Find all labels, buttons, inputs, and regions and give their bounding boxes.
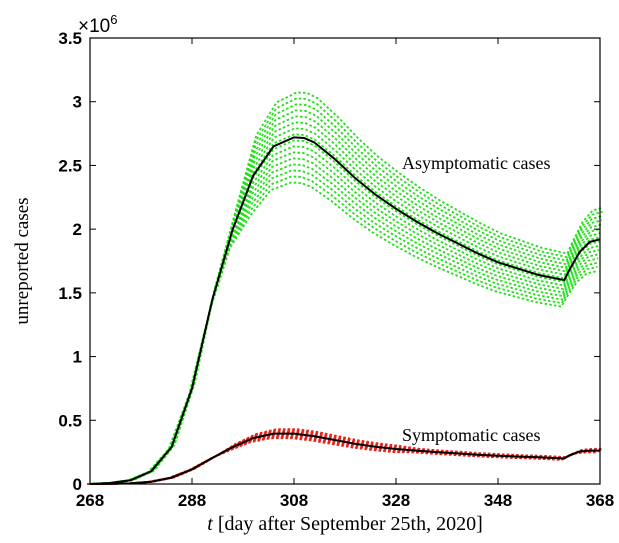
y-tick-label-1: 1 — [73, 348, 82, 367]
asymptomatic-run-5 — [88, 157, 599, 485]
x-tick-label-308: 308 — [280, 491, 308, 510]
symptomatic-run-14 — [92, 428, 603, 485]
asymptomatic-run-8 — [89, 139, 601, 485]
y-tick-label-0: 0 — [73, 475, 82, 494]
axis-ticks: 268 288 308 328 348 368 0 0.5 1 1.5 2 2.5 3 3.5 — [58, 29, 614, 510]
y-tick-label-0.5: 0.5 — [58, 411, 82, 430]
y-tick-label-1.5: 1.5 — [58, 284, 82, 303]
asymptomatic-mean-line — [89, 136, 601, 485]
x-tick-label-268: 268 — [76, 491, 104, 510]
plot-frame — [89, 37, 601, 485]
y-tick-label-3: 3 — [73, 93, 82, 112]
x-axis-variable: t — [207, 513, 213, 535]
mean-curves — [89, 136, 601, 485]
x-axis-label: t [day after September 25th, 2020] — [207, 513, 482, 535]
x-tick-label-368: 368 — [586, 491, 614, 510]
symptomatic-mean-line — [89, 432, 600, 485]
x-axis-label-rest: [day after September 25th, 2020] — [213, 513, 483, 535]
x-tick-label-288: 288 — [178, 491, 206, 510]
y-exponent-label: ×106 — [78, 12, 117, 37]
x-tick-label-328: 328 — [382, 491, 410, 510]
asymptomatic-run-15 — [92, 97, 603, 485]
x-tick-label-348: 348 — [484, 491, 512, 510]
asymptomatic-run-7 — [89, 145, 600, 485]
y-axis-label: unreported cases — [12, 197, 33, 324]
y-tick-label-2.5: 2.5 — [58, 156, 82, 175]
asymptomatic-run-16 — [92, 91, 604, 485]
y-tick-label-3.5: 3.5 — [58, 29, 82, 48]
annotation-asymptomatic: Asymptomatic cases — [402, 153, 550, 173]
y-tick-label-2: 2 — [73, 220, 82, 239]
y-exponent-power: 6 — [110, 12, 117, 27]
asymptomatic-run-14 — [92, 103, 603, 485]
annotation-symptomatic: Symptomatic cases — [402, 425, 540, 445]
